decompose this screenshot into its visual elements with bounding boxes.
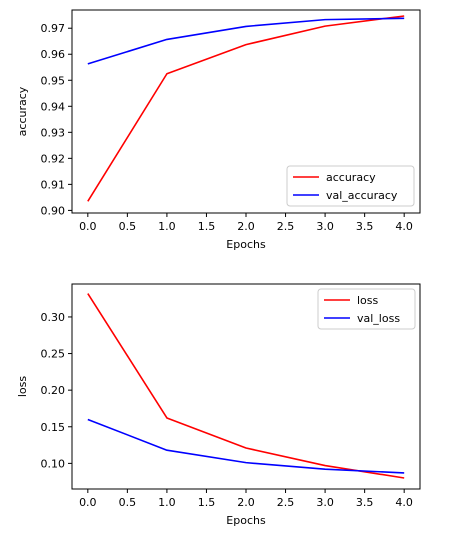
- x-tick-label: 0.5: [119, 220, 137, 233]
- x-tick-label: 3.5: [356, 220, 374, 233]
- legend: loss val_loss: [317, 288, 416, 330]
- legend-label-accuracy: accuracy: [326, 171, 376, 184]
- y-axis-label: loss: [16, 376, 29, 398]
- x-axis-label: Epochs: [226, 514, 266, 527]
- x-axis-label: Epochs: [226, 238, 266, 251]
- y-tick-label: 0.20: [41, 384, 66, 397]
- y-tick-label: 0.97: [41, 22, 66, 35]
- y-tick-label: 0.30: [41, 311, 66, 324]
- y-tick-label: 0.15: [41, 421, 66, 434]
- x-tick-label: 0.0: [79, 220, 97, 233]
- accuracy-chart: 0.0 0.5 1.0 1.5 2.0 2.5 3.0 3.5 4.0 0.90 0.91 0.92 0…: [16, 9, 421, 251]
- y-axis-label: accuracy: [16, 86, 29, 136]
- x-tick-label: 2.5: [277, 496, 295, 509]
- x-tick-label: 3.0: [316, 496, 334, 509]
- y-tick-label: 0.96: [41, 48, 66, 61]
- y-tick-label: 0.10: [41, 457, 66, 470]
- series-line-val-accuracy: [87, 17, 405, 65]
- x-tick-label: 1.5: [198, 496, 216, 509]
- x-tick-label: 1.0: [158, 496, 176, 509]
- y-tick-label: 0.94: [41, 100, 66, 113]
- y-tick-label: 0.25: [41, 348, 66, 361]
- x-tick-label: 3.5: [356, 496, 374, 509]
- legend-label-val-loss: val_loss: [357, 312, 400, 325]
- x-tick-label: 2.0: [237, 496, 255, 509]
- x-tick-label: 0.5: [119, 496, 137, 509]
- series-line-accuracy: [87, 15, 405, 202]
- x-tick-label: 2.0: [237, 220, 255, 233]
- legend-label-val-accuracy: val_accuracy: [326, 189, 398, 202]
- legend-box: [317, 288, 416, 330]
- x-tick-label: 1.0: [158, 220, 176, 233]
- x-tick-label: 4.0: [395, 496, 413, 509]
- x-tick-label: 1.5: [198, 220, 216, 233]
- y-tick-label: 0.91: [41, 178, 66, 191]
- x-tick-label: 4.0: [395, 220, 413, 233]
- legend: accuracy val_accuracy: [286, 165, 415, 207]
- y-tick-label: 0.90: [41, 204, 66, 217]
- x-tick-label: 0.0: [79, 496, 97, 509]
- loss-chart: 0.0 0.5 1.0 1.5 2.0 2.5 3.0 3.5 4.0 0.10 0.15 0.20 0…: [16, 283, 421, 527]
- x-tick-label: 2.5: [277, 220, 295, 233]
- series-line-val-loss: [87, 418, 405, 474]
- legend-box: [286, 165, 415, 207]
- x-tick-label: 3.0: [316, 220, 334, 233]
- legend-label-loss: loss: [357, 294, 379, 307]
- y-tick-label: 0.93: [41, 126, 66, 139]
- y-tick-label: 0.95: [41, 74, 66, 87]
- y-tick-label: 0.92: [41, 152, 66, 165]
